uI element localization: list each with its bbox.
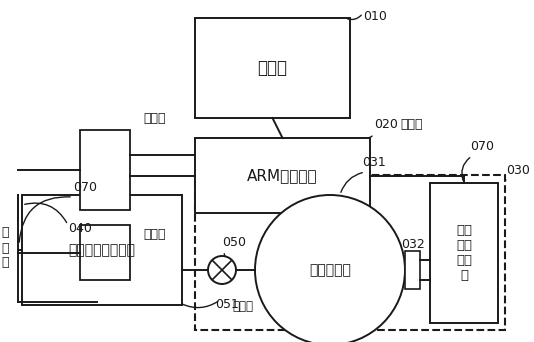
Text: 030: 030	[506, 164, 530, 177]
Text: 瞬态热学测试系统: 瞬态热学测试系统	[68, 243, 136, 257]
Circle shape	[255, 195, 405, 342]
Bar	[405, 251, 420, 289]
Bar	[80, 130, 130, 210]
Text: 051: 051	[215, 298, 239, 311]
Text: 050: 050	[222, 236, 246, 249]
Bar	[430, 183, 498, 323]
Text: 快速
光谱
仪模
块: 快速 光谱 仪模 块	[456, 224, 472, 282]
Bar	[195, 175, 505, 330]
Bar	[195, 138, 370, 213]
Text: 计算机: 计算机	[257, 59, 287, 77]
Text: 信号线: 信号线	[143, 112, 166, 125]
Text: 020: 020	[374, 118, 398, 131]
Text: 积分球模块: 积分球模块	[309, 263, 351, 277]
Text: ARM控制电路: ARM控制电路	[247, 168, 318, 183]
Text: 070: 070	[73, 181, 97, 194]
Text: 070: 070	[470, 140, 494, 153]
Text: 010: 010	[363, 10, 387, 23]
Text: 恒温槽: 恒温槽	[232, 300, 253, 313]
Text: 信号线: 信号线	[143, 228, 166, 241]
Text: 信号线: 信号线	[400, 118, 422, 131]
Bar	[195, 18, 350, 118]
Text: 信
号
线: 信 号 线	[1, 226, 9, 269]
Text: 031: 031	[362, 156, 386, 169]
Text: 032: 032	[401, 238, 425, 251]
Text: 040: 040	[68, 222, 92, 235]
Bar	[22, 195, 182, 305]
Circle shape	[208, 256, 236, 284]
Bar	[80, 225, 130, 280]
